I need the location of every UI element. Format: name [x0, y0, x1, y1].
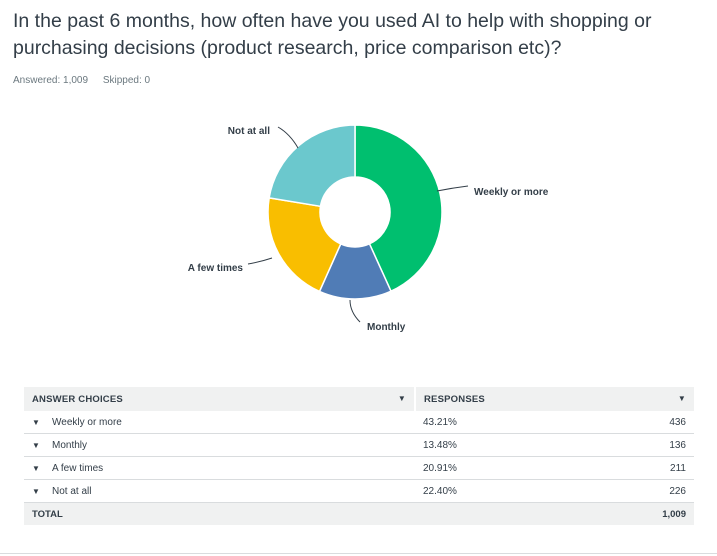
response-percent: 13.48%	[415, 433, 571, 457]
caret-down-icon[interactable]: ▼	[32, 463, 40, 473]
donut-slice-a-few-times[interactable]	[267, 196, 342, 293]
divider	[0, 553, 717, 554]
table-row: ▼ Monthly 13.48% 136	[24, 433, 694, 457]
total-value: 1,009	[570, 502, 694, 525]
caret-down-icon[interactable]: ▼	[397, 393, 406, 403]
results-table: ANSWER CHOICES ▼ RESPONSES ▼ ▼ Weekly or …	[24, 387, 694, 525]
total-spacer	[415, 502, 571, 525]
table-row: ▼ Not at all 22.40% 226	[24, 479, 694, 503]
caret-down-icon[interactable]: ▼	[32, 440, 40, 450]
leader-line	[247, 257, 273, 265]
table-row: ▼ A few times 20.91% 211	[24, 456, 694, 480]
answer-choice: ▼ A few times	[24, 456, 415, 480]
caret-down-icon[interactable]: ▼	[32, 417, 40, 427]
response-percent: 22.40%	[415, 479, 571, 503]
response-percent: 20.91%	[415, 456, 571, 480]
total-row: TOTAL 1,009	[24, 502, 694, 525]
question-title: In the past 6 months, how often have you…	[13, 10, 652, 59]
total-label: TOTAL	[24, 502, 415, 525]
leader-line	[349, 299, 361, 323]
caret-down-icon[interactable]: ▼	[32, 486, 40, 496]
donut-slice-not-at-all[interactable]	[268, 124, 356, 208]
response-count: 436	[570, 411, 694, 434]
leader-line	[277, 126, 299, 149]
table-row: ▼ Weekly or more 43.21% 436	[24, 411, 694, 434]
caret-down-icon[interactable]: ▼	[677, 393, 686, 403]
response-count: 211	[570, 456, 694, 480]
response-percent: 43.21%	[415, 411, 571, 434]
header-responses[interactable]: RESPONSES ▼	[415, 387, 694, 411]
answer-choice: ▼ Monthly	[24, 433, 415, 457]
response-count: 136	[570, 433, 694, 457]
slice-label: Not at all	[228, 126, 270, 137]
header-answer-choices[interactable]: ANSWER CHOICES ▼	[24, 387, 416, 411]
slice-label: A few times	[188, 263, 244, 274]
donut-slice-weekly-or-more[interactable]	[354, 124, 443, 293]
donut-chart: Weekly or more Monthly A few times Not at a…	[188, 124, 549, 333]
response-summary: Answered: 1,009 Skipped: 0	[13, 75, 162, 86]
slice-label: Weekly or more	[474, 187, 549, 198]
slice-label: Monthly	[367, 322, 406, 333]
leader-line	[436, 185, 469, 192]
answer-choice: ▼ Not at all	[24, 479, 415, 503]
response-count: 226	[570, 479, 694, 503]
table-header-row: ANSWER CHOICES ▼ RESPONSES ▼	[24, 387, 694, 411]
answer-choice: ▼ Weekly or more	[24, 411, 415, 434]
skipped-count: Skipped: 0	[102, 75, 151, 86]
answered-count: Answered: 1,009	[13, 75, 89, 86]
